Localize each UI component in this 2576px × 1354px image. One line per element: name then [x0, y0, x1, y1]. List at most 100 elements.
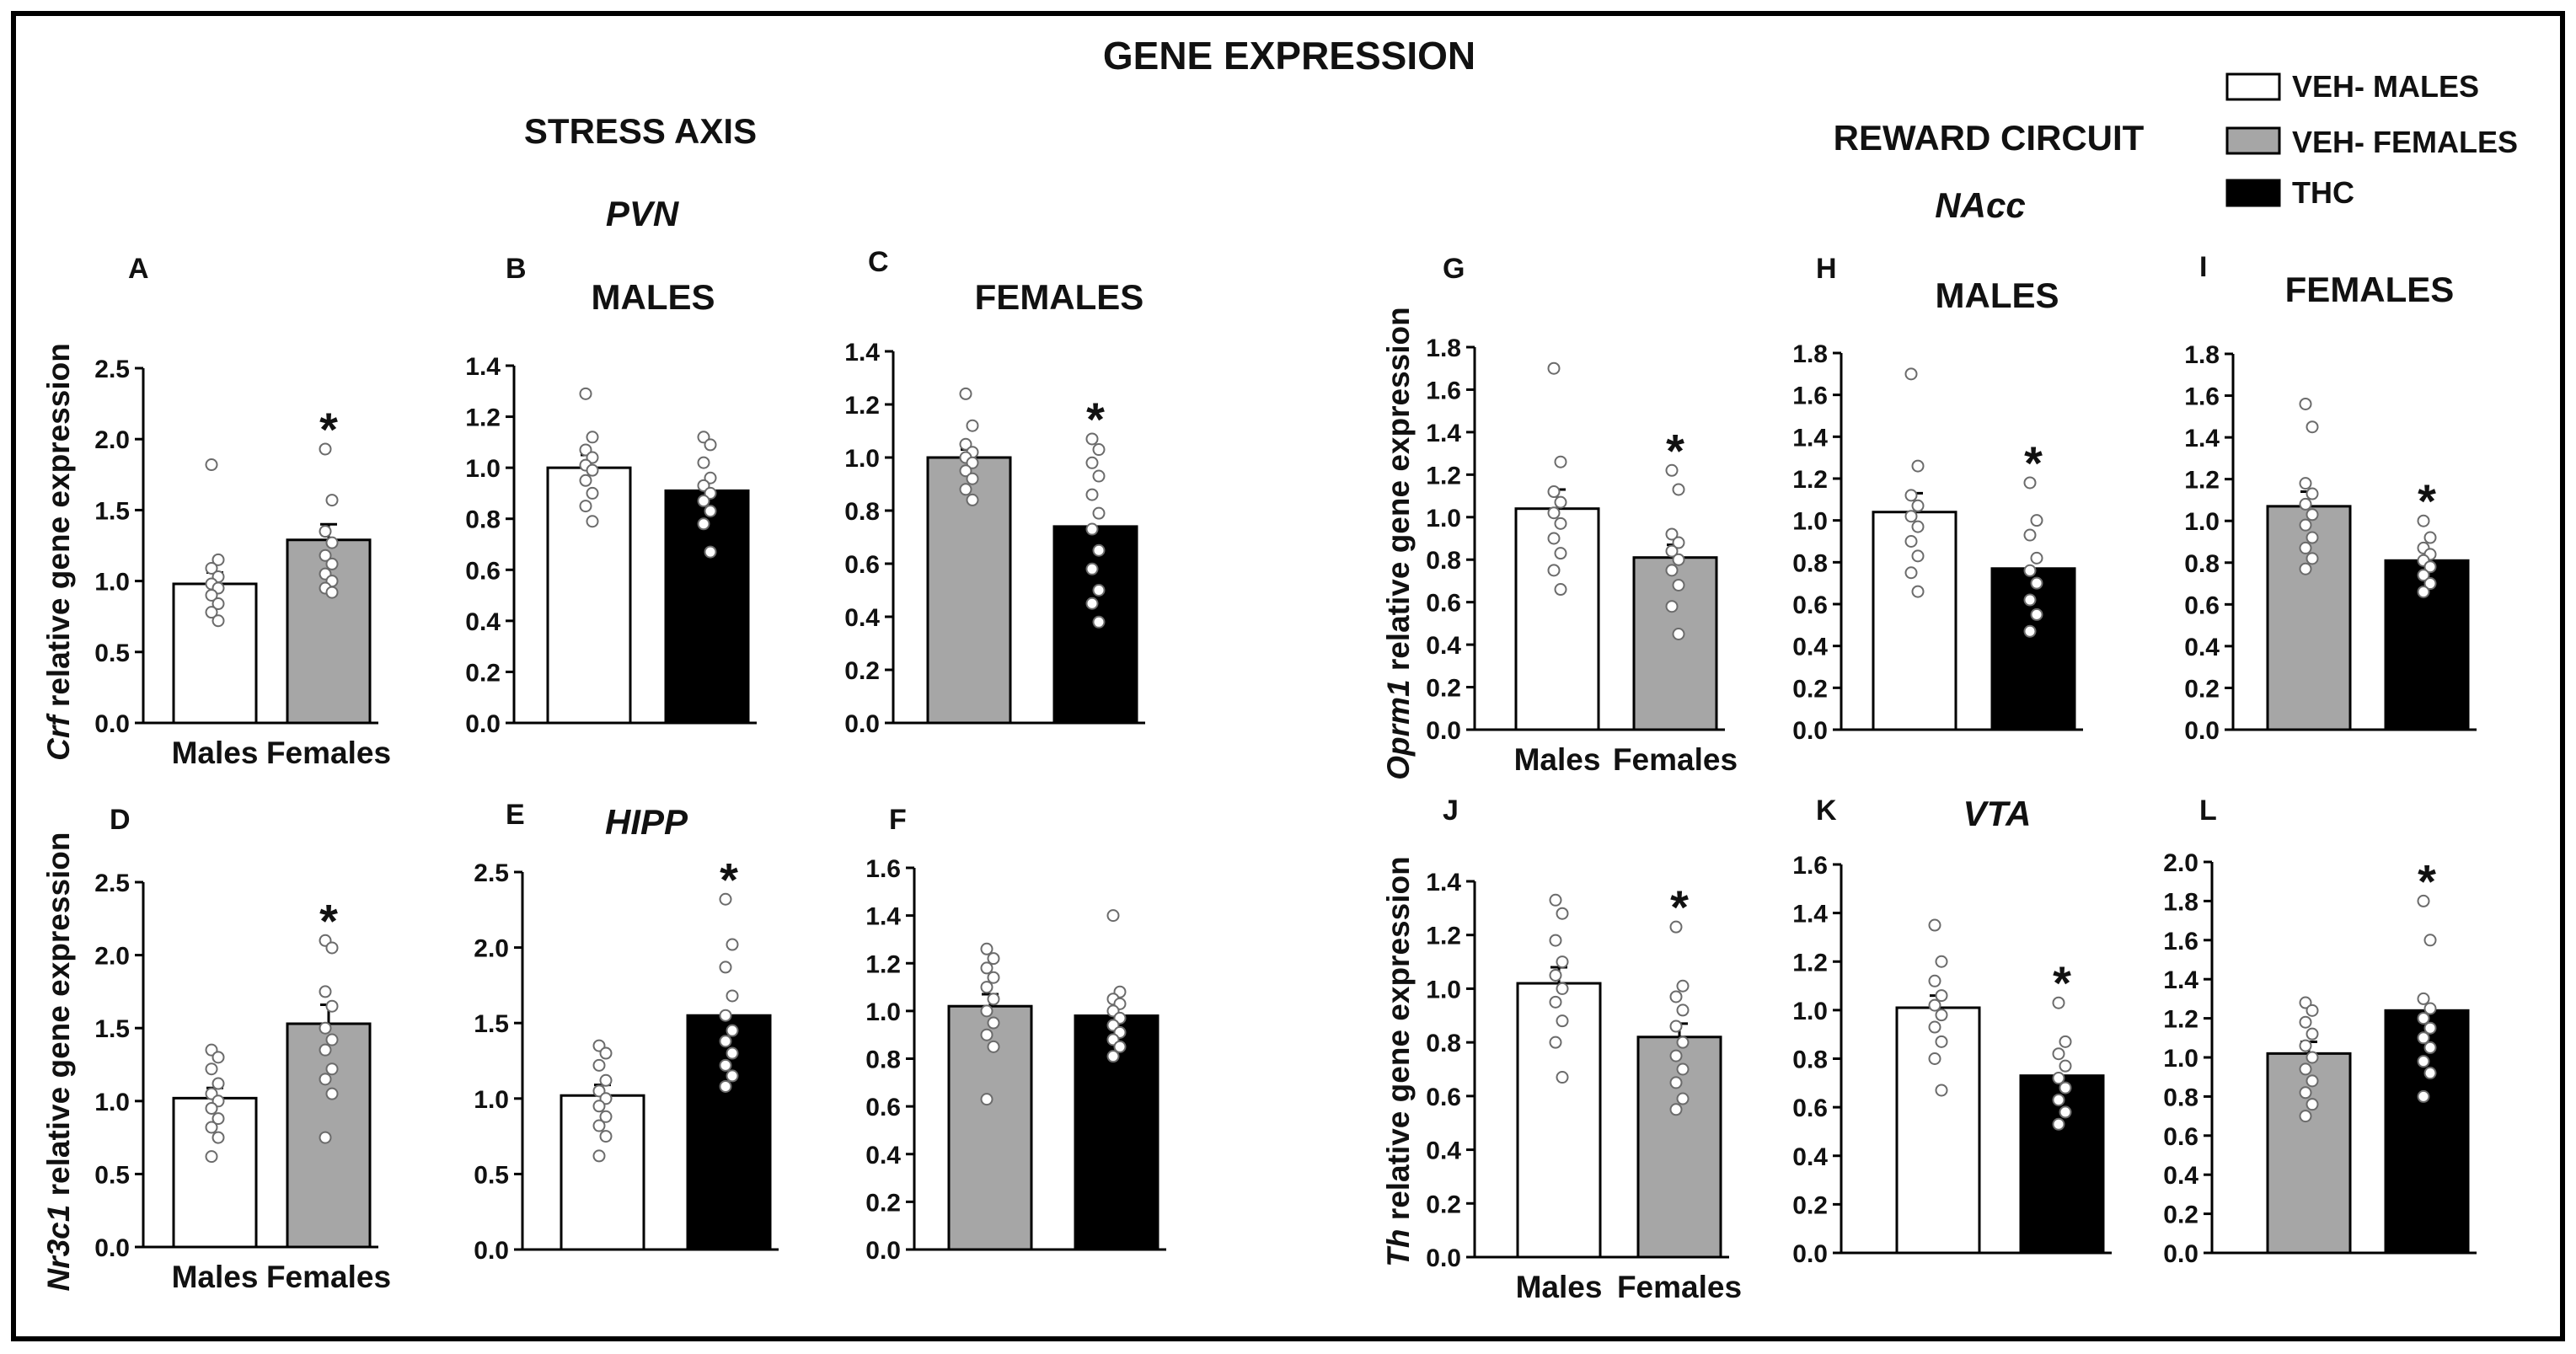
y-tick-label-G: 0.0 [1426, 717, 1461, 745]
data-point-G-2 [1665, 544, 1679, 558]
data-point-F-1 [987, 952, 1000, 966]
panel-A: A 0.0 0.5 1.0 1.5 2.0 2.5 Males * Females [94, 253, 391, 770]
y-tick-label-B: 0.0 [465, 710, 501, 738]
x-category-label-D: Females [266, 1260, 391, 1294]
y-tick-label-H: 0.4 [1792, 634, 1828, 661]
header-males-pvn: MALES [592, 277, 715, 317]
y-tick-label-E: 0.0 [474, 1237, 509, 1265]
y-tick-label-L: 1.8 [2163, 888, 2198, 916]
data-point-B-1 [586, 486, 599, 500]
y-tick-label-C: 0.4 [844, 604, 880, 632]
data-point-D-2 [319, 1021, 332, 1035]
data-point-E-1 [599, 1110, 613, 1123]
data-point-D-2 [319, 1131, 332, 1144]
data-point-L-2 [2423, 934, 2437, 947]
data-point-F-1 [980, 1028, 993, 1041]
data-point-L-1 [2299, 1110, 2312, 1123]
legend-swatch-veh-females [2225, 126, 2281, 155]
data-point-J-2 [1676, 979, 1690, 993]
x-category-label-J: Males [1516, 1270, 1603, 1304]
x-category-label-J: Females [1617, 1270, 1742, 1304]
data-point-I-2 [2423, 560, 2437, 574]
y-tick-label-D: 2.0 [94, 943, 130, 971]
region-pvn: PVN [606, 194, 680, 233]
y-tick-label-A: 1.5 [94, 497, 130, 525]
data-point-H-1 [1904, 535, 1918, 548]
data-point-L-1 [2299, 1039, 2312, 1052]
y-tick-label-J: 1.2 [1426, 923, 1461, 950]
region-nacc: NAcc [1935, 185, 2025, 225]
y-tick-label-I: 0.2 [2184, 675, 2220, 703]
y-tick-label-A: 2.0 [94, 426, 130, 454]
data-point-E-1 [592, 1149, 606, 1163]
x-category-label-D: Males [172, 1260, 259, 1294]
data-point-I-1 [2299, 541, 2312, 554]
x-category-label-A: Males [172, 736, 259, 770]
data-point-H-2 [2030, 607, 2043, 621]
data-point-G-1 [1547, 361, 1561, 375]
y-tick-label-B: 1.0 [465, 455, 501, 483]
region-hipp: HIPP [605, 802, 688, 842]
region-vta: VTA [1963, 794, 2032, 833]
panel-label-K: K [1816, 795, 1837, 827]
data-point-K-1 [1935, 989, 1948, 1003]
bar-K-2 [2019, 1074, 2105, 1255]
data-point-J-1 [1556, 1071, 1569, 1084]
bar-H-2 [1990, 567, 2076, 731]
data-point-C-1 [959, 437, 972, 451]
y-tick-label-G: 1.4 [1426, 420, 1461, 447]
legend: VEH- MALES VEH- FEMALES THC [2225, 69, 2518, 210]
data-point-G-2 [1672, 553, 1685, 566]
y-tick-label-F: 1.2 [865, 950, 901, 978]
data-point-L-2 [2423, 1067, 2437, 1080]
data-point-I-1 [2299, 518, 2312, 532]
bar-J-1 [1516, 982, 1602, 1259]
data-point-I-1 [2306, 420, 2319, 434]
data-point-I-2 [2417, 569, 2430, 582]
y-tick-label-D: 1.5 [94, 1015, 130, 1043]
panel-label-B: B [506, 253, 527, 285]
y-tick-label-I: 1.2 [2184, 467, 2220, 495]
significance-star-K: * [2053, 956, 2071, 1009]
data-point-B-1 [579, 474, 592, 487]
y-tick-label-C: 0.0 [844, 710, 880, 738]
data-point-G-2 [1672, 628, 1685, 640]
y-tick-label-D: 0.5 [94, 1161, 130, 1189]
data-point-G-2 [1665, 463, 1679, 477]
panel-label-D: D [110, 804, 131, 836]
data-point-J-2 [1669, 1076, 1683, 1089]
data-point-K-2 [2052, 996, 2065, 1009]
data-point-K-2 [2059, 1059, 2072, 1073]
y-tick-label-I: 1.4 [2184, 425, 2220, 452]
data-point-G-1 [1547, 506, 1561, 520]
y-tick-label-H: 1.0 [1792, 508, 1828, 536]
y-tick-label-L: 2.0 [2163, 849, 2198, 877]
data-point-K-2 [2052, 1117, 2065, 1131]
data-point-J-1 [1549, 893, 1562, 907]
data-point-G-2 [1665, 527, 1679, 541]
data-point-G-1 [1547, 532, 1561, 545]
y-tick-label-F: 0.4 [865, 1142, 901, 1169]
data-point-D-2 [325, 1087, 339, 1100]
y-tick-label-B: 0.8 [465, 506, 501, 534]
y-tick-label-K: 0.8 [1792, 1046, 1828, 1074]
data-point-A-1 [205, 458, 218, 472]
data-point-F-2 [1106, 1050, 1120, 1063]
data-point-B-1 [586, 451, 599, 464]
data-point-L-1 [2306, 1074, 2319, 1088]
data-point-J-1 [1556, 982, 1569, 995]
significance-star-J: * [1670, 880, 1689, 934]
panel-F: F 0.0 0.2 0.4 0.6 0.8 1.0 1.2 1.4 1.6 [865, 804, 1166, 1265]
y-tick-label-H: 1.4 [1792, 424, 1828, 452]
significance-star-D: * [319, 894, 338, 947]
data-point-E-2 [726, 1046, 739, 1060]
data-point-H-2 [2030, 576, 2043, 590]
data-point-F-1 [987, 993, 1000, 1006]
data-point-C-1 [959, 387, 972, 400]
y-tick-label-K: 0.2 [1792, 1191, 1828, 1219]
y-tick-label-F: 1.0 [865, 998, 901, 1026]
data-point-B-2 [697, 456, 710, 469]
y-tick-label-J: 1.0 [1426, 976, 1461, 1003]
y-tick-label-F: 0.2 [865, 1189, 901, 1217]
